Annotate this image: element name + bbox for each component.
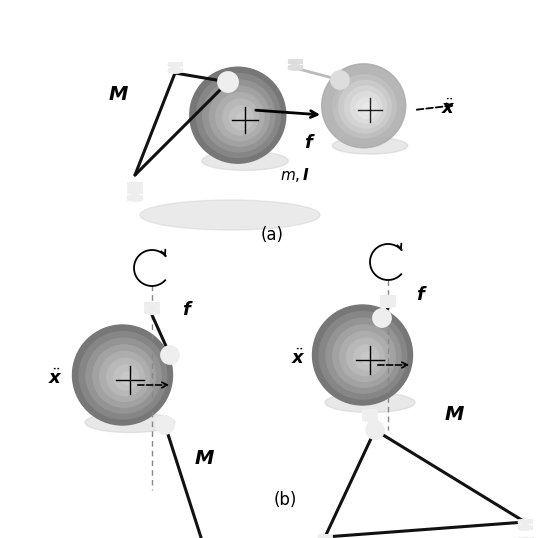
Circle shape — [114, 365, 139, 390]
Text: $\boldsymbol{f}$: $\boldsymbol{f}$ — [416, 286, 428, 304]
Circle shape — [331, 71, 349, 89]
Circle shape — [196, 74, 280, 158]
Ellipse shape — [145, 302, 159, 307]
Circle shape — [107, 358, 144, 395]
Ellipse shape — [381, 302, 395, 307]
Ellipse shape — [363, 416, 377, 421]
Text: (b): (b) — [273, 491, 296, 509]
Polygon shape — [169, 63, 182, 66]
Text: $\ddot{\boldsymbol{x}}$: $\ddot{\boldsymbol{x}}$ — [441, 98, 455, 118]
Circle shape — [203, 80, 275, 152]
Polygon shape — [288, 60, 301, 63]
Circle shape — [190, 67, 286, 163]
Circle shape — [350, 91, 382, 123]
Circle shape — [327, 69, 401, 143]
Circle shape — [161, 346, 179, 364]
Circle shape — [93, 345, 156, 407]
Circle shape — [373, 309, 391, 327]
Circle shape — [344, 86, 387, 128]
Polygon shape — [128, 189, 142, 193]
Polygon shape — [128, 196, 142, 200]
Ellipse shape — [128, 196, 142, 201]
Circle shape — [326, 318, 401, 393]
Polygon shape — [381, 302, 395, 307]
Polygon shape — [145, 309, 159, 314]
Polygon shape — [518, 526, 531, 529]
Circle shape — [322, 64, 406, 148]
Text: $\ddot{\boldsymbol{x}}$: $\ddot{\boldsymbol{x}}$ — [47, 369, 63, 388]
Circle shape — [121, 372, 134, 385]
Circle shape — [339, 331, 390, 381]
Polygon shape — [288, 66, 301, 69]
Ellipse shape — [202, 151, 288, 171]
Circle shape — [209, 86, 269, 146]
Ellipse shape — [518, 526, 531, 530]
Ellipse shape — [325, 393, 415, 413]
Ellipse shape — [169, 63, 182, 67]
Polygon shape — [381, 295, 395, 300]
Polygon shape — [145, 302, 159, 307]
Ellipse shape — [363, 409, 377, 414]
Text: $\boldsymbol{f}$: $\boldsymbol{f}$ — [304, 134, 316, 152]
Circle shape — [333, 75, 396, 138]
Text: $\boldsymbol{M}$: $\boldsymbol{M}$ — [444, 406, 466, 424]
Circle shape — [366, 421, 384, 439]
Text: $m, \boldsymbol{I}$: $m, \boldsymbol{I}$ — [280, 166, 310, 184]
Ellipse shape — [128, 182, 142, 187]
Ellipse shape — [318, 535, 331, 538]
Circle shape — [312, 305, 412, 405]
Circle shape — [333, 325, 395, 387]
Circle shape — [222, 99, 258, 135]
Circle shape — [100, 351, 150, 401]
Ellipse shape — [128, 189, 142, 194]
Circle shape — [156, 416, 174, 434]
Ellipse shape — [518, 520, 531, 524]
Ellipse shape — [381, 295, 395, 300]
Ellipse shape — [85, 413, 175, 433]
Circle shape — [319, 312, 407, 399]
Ellipse shape — [169, 69, 182, 73]
Polygon shape — [363, 416, 377, 420]
Circle shape — [361, 352, 374, 364]
Circle shape — [216, 93, 264, 140]
Circle shape — [79, 331, 166, 419]
Circle shape — [86, 338, 161, 413]
Text: (a): (a) — [261, 226, 283, 244]
Circle shape — [237, 112, 249, 124]
Circle shape — [347, 338, 384, 376]
Ellipse shape — [288, 66, 301, 70]
Circle shape — [72, 325, 172, 425]
Polygon shape — [518, 520, 531, 523]
Circle shape — [339, 80, 391, 133]
Circle shape — [356, 97, 378, 118]
Text: $\boldsymbol{M}$: $\boldsymbol{M}$ — [195, 449, 215, 468]
Ellipse shape — [140, 200, 320, 230]
Ellipse shape — [332, 137, 408, 154]
Polygon shape — [318, 535, 331, 538]
Ellipse shape — [145, 309, 159, 314]
Text: $\ddot{\boldsymbol{x}}$: $\ddot{\boldsymbol{x}}$ — [290, 348, 305, 367]
Circle shape — [362, 103, 373, 114]
Circle shape — [354, 345, 379, 370]
Polygon shape — [169, 69, 182, 72]
Circle shape — [230, 105, 254, 130]
Circle shape — [218, 72, 238, 92]
Polygon shape — [363, 409, 377, 414]
Ellipse shape — [288, 60, 301, 64]
Text: $\boldsymbol{f}$: $\boldsymbol{f}$ — [182, 301, 194, 319]
Polygon shape — [128, 182, 142, 187]
Text: $\boldsymbol{M}$: $\boldsymbol{M}$ — [108, 86, 128, 104]
